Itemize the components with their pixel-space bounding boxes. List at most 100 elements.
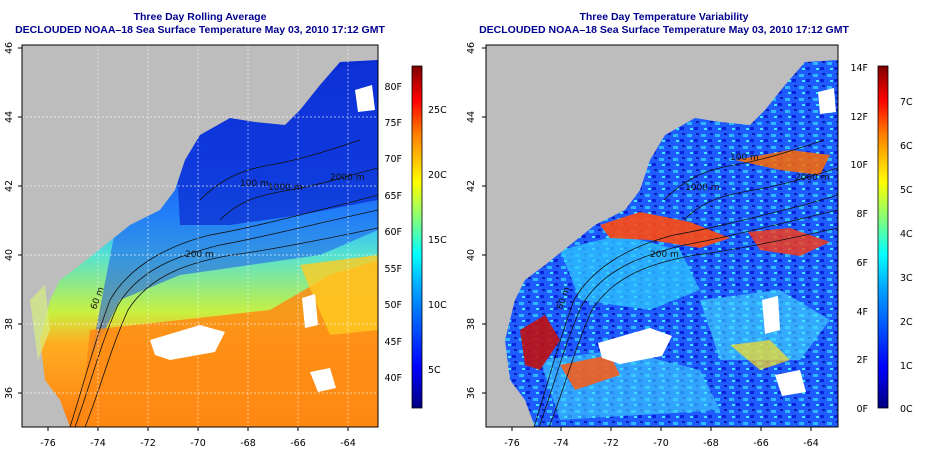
svg-text:-64: -64 — [803, 438, 819, 449]
svg-text:44: 44 — [466, 111, 477, 123]
right-map: 100 m 200 m 1000 m 2000 m 60 m — [486, 45, 838, 427]
svg-text:55F: 55F — [384, 264, 402, 275]
right-hot-band-3 — [748, 228, 830, 256]
svg-text:10C: 10C — [428, 300, 447, 311]
svg-text:-74: -74 — [553, 438, 569, 449]
svg-text:-72: -72 — [140, 438, 156, 449]
svg-text:12F: 12F — [850, 112, 868, 123]
svg-text:46: 46 — [4, 42, 15, 54]
left-graticule — [22, 45, 378, 427]
svg-text:40F: 40F — [384, 373, 402, 384]
right-x-axis: -76 -74 -72 -70 -68 -66 -64 — [504, 427, 819, 449]
right-cloud-patch-3 — [775, 370, 806, 396]
svg-text:2C: 2C — [900, 317, 913, 328]
svg-text:46: 46 — [466, 42, 477, 54]
svg-text:-64: -64 — [340, 438, 356, 449]
svg-text:1C: 1C — [900, 361, 913, 372]
left-map: 100 m 200 m 1000 m 2000 m 60 m — [22, 45, 378, 427]
right-hot-band-2 — [735, 150, 830, 175]
svg-text:40: 40 — [466, 249, 477, 261]
right-colorbar — [877, 65, 889, 409]
svg-text:-70: -70 — [653, 438, 669, 449]
right-contour-label-1000m: 1000 m — [685, 183, 720, 193]
right-y-axis: 36 38 40 42 44 46 — [466, 42, 486, 399]
svg-text:5C: 5C — [900, 185, 913, 196]
svg-text:36: 36 — [466, 387, 477, 399]
svg-text:4F: 4F — [856, 307, 868, 318]
svg-text:36: 36 — [4, 387, 15, 399]
left-map-frame — [21, 44, 379, 428]
right-cloud-patch-1 — [598, 328, 672, 364]
left-cloud-patch-3 — [310, 368, 336, 392]
svg-text:70F: 70F — [384, 154, 402, 165]
right-isobaths — [533, 139, 838, 427]
left-contour-label-200m: 200 m — [185, 250, 214, 260]
svg-text:65F: 65F — [384, 191, 402, 202]
svg-text:-76: -76 — [40, 438, 56, 449]
left-y-axis: 36 38 40 42 44 46 — [4, 42, 22, 399]
right-hot-band-4 — [520, 315, 560, 370]
svg-text:42: 42 — [466, 180, 477, 192]
right-cloud-patch-4 — [818, 88, 836, 114]
left-warm-eddy — [300, 255, 378, 335]
right-map-subtitle: DECLOUDED NOAA–18 Sea Surface Temperatur… — [479, 24, 849, 36]
svg-text:4C: 4C — [900, 229, 913, 240]
left-colorbar — [411, 65, 423, 409]
svg-text:80F: 80F — [384, 82, 402, 93]
svg-text:0F: 0F — [856, 404, 868, 415]
left-map-subtitle: DECLOUDED NOAA–18 Sea Surface Temperatur… — [15, 24, 385, 36]
svg-text:-72: -72 — [603, 438, 619, 449]
right-hot-band-1 — [600, 212, 730, 248]
left-cloud-patch-1 — [150, 325, 225, 360]
left-contour-label-2000m: 2000 m — [330, 173, 365, 183]
svg-text:5C: 5C — [428, 365, 441, 376]
svg-text:10F: 10F — [850, 160, 868, 171]
left-chesapeake — [30, 285, 50, 360]
svg-text:6C: 6C — [900, 141, 913, 152]
svg-text:15C: 15C — [428, 235, 447, 246]
left-isobaths — [69, 139, 378, 427]
svg-text:14F: 14F — [850, 63, 868, 74]
left-x-axis: -76 -74 -72 -70 -68 -66 -64 — [40, 427, 356, 449]
svg-text:-68: -68 — [240, 438, 256, 449]
svg-text:42: 42 — [4, 180, 15, 192]
right-colorbar-c-labels: 0C 1C 2C 3C 4C 5C 6C 7C — [900, 97, 913, 415]
left-contour-label-100m: 100 m — [240, 179, 269, 189]
svg-text:7C: 7C — [900, 97, 913, 108]
left-cloud-patch-4 — [355, 85, 375, 112]
svg-text:-66: -66 — [290, 438, 306, 449]
right-map-title: Three Day Temperature Variability — [579, 11, 749, 23]
svg-text:-68: -68 — [703, 438, 719, 449]
svg-text:60F: 60F — [384, 227, 402, 238]
svg-text:40: 40 — [4, 249, 15, 261]
svg-text:25C: 25C — [428, 105, 447, 116]
left-cloud-patch-2 — [302, 294, 318, 328]
svg-text:6F: 6F — [856, 258, 868, 269]
svg-text:38: 38 — [4, 318, 15, 330]
right-map-frame — [485, 44, 839, 428]
svg-text:-76: -76 — [504, 438, 520, 449]
svg-text:-70: -70 — [190, 438, 206, 449]
svg-text:20C: 20C — [428, 170, 447, 181]
right-cloud-patch-2 — [762, 296, 780, 334]
svg-text:38: 38 — [466, 318, 477, 330]
right-colorbar-f-labels: 0F 2F 4F 6F 8F 10F 12F 14F — [850, 63, 868, 415]
svg-text:50F: 50F — [384, 300, 402, 311]
right-warm-patch — [730, 340, 790, 370]
left-colorbar-c-labels: 5C 10C 15C 20C 25C — [428, 105, 447, 376]
svg-text:2F: 2F — [856, 355, 868, 366]
left-colorbar-f-labels: 40F 45F 50F 55F 60F 65F 70F 75F 80F — [384, 82, 402, 384]
left-map-title: Three Day Rolling Average — [133, 11, 267, 23]
right-contour-label-2000m: 2000 m — [795, 173, 830, 183]
left-gulf-of-maine — [175, 55, 378, 225]
svg-text:8F: 8F — [856, 209, 868, 220]
svg-text:45F: 45F — [384, 337, 402, 348]
svg-text:75F: 75F — [384, 118, 402, 129]
left-contour-label-1000m: 1000 m — [268, 183, 303, 193]
right-land — [486, 45, 838, 427]
svg-text:0C: 0C — [900, 404, 913, 415]
svg-text:44: 44 — [4, 111, 15, 123]
svg-text:-74: -74 — [90, 438, 106, 449]
svg-text:-66: -66 — [753, 438, 769, 449]
